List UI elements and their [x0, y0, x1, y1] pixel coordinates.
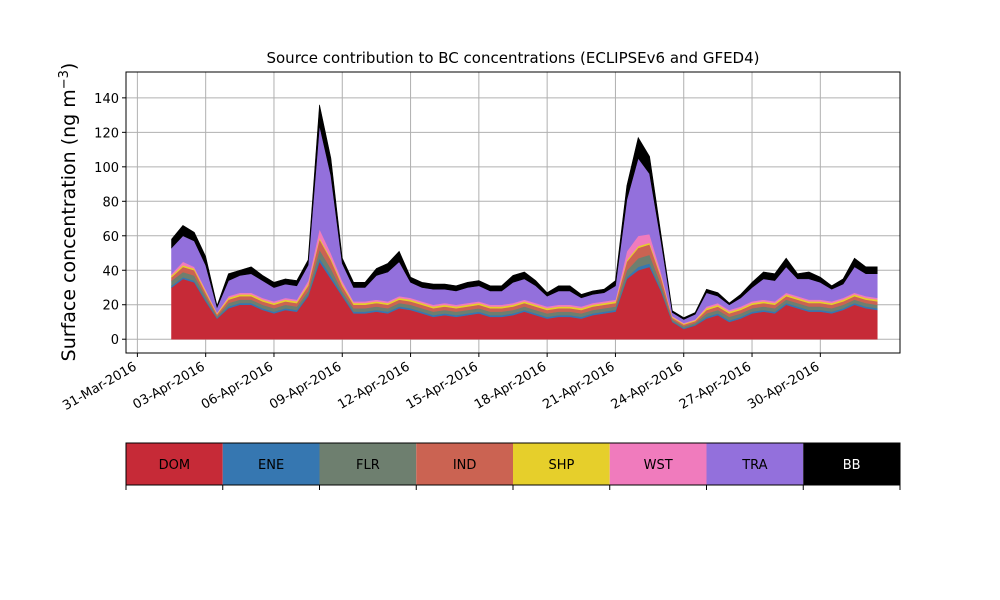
x-tick-label: 03-Apr-2016: [131, 359, 208, 412]
legend-swatch-ene: [222, 443, 320, 485]
chart-title: Source contribution to BC concentrations…: [266, 49, 759, 67]
y-tick-label: 40: [102, 264, 119, 279]
legend-label-wst: WST: [644, 458, 673, 473]
x-tick-label: 15-Apr-2016: [404, 359, 481, 412]
x-tick-label: 31-Mar-2016: [60, 359, 139, 413]
series-area-bb: [171, 104, 878, 320]
legend-swatch-shp: [513, 443, 610, 485]
y-tick-label: 60: [102, 230, 119, 245]
legend-label-ind: IND: [453, 458, 477, 473]
y-axis-label-text: Surface concentration (ng m: [58, 89, 80, 361]
x-tick-label: 27-Apr-2016: [677, 359, 754, 412]
legend-swatch-tra: [706, 443, 804, 485]
legend-label-dom: DOM: [159, 458, 190, 473]
legend-swatch-bb: [803, 443, 900, 485]
x-tick-label: 06-Apr-2016: [199, 359, 276, 412]
y-tick-label: 80: [102, 195, 119, 210]
x-tick-label: 24-Apr-2016: [609, 359, 686, 412]
legend-swatch-flr: [319, 443, 417, 485]
legend-label-ene: ENE: [258, 458, 284, 473]
legend-label-flr: FLR: [356, 458, 380, 473]
legend-label-shp: SHP: [548, 458, 574, 473]
y-tick-label: 120: [94, 126, 119, 141]
x-tick-label: 18-Apr-2016: [472, 359, 549, 412]
y-axis-label-exponent: −3: [57, 70, 72, 89]
y-axis-ticks: 0 20 40 60 80 100 120 140: [94, 92, 126, 348]
plot-frame: [125, 71, 901, 354]
stacked-areas: [171, 104, 878, 340]
x-tick-label: 21-Apr-2016: [540, 359, 617, 412]
x-tick-label: 30-Apr-2016: [745, 359, 822, 412]
x-axis-ticks: 31-Mar-201603-Apr-201606-Apr-201609-Apr-…: [60, 353, 822, 414]
legend-label-tra: TRA: [741, 458, 767, 473]
y-axis-label-close: ): [58, 63, 80, 70]
legend-swatch-wst: [609, 443, 707, 485]
x-tick-label: 09-Apr-2016: [267, 359, 344, 412]
y-tick-label: 20: [102, 299, 119, 314]
y-tick-label: 100: [94, 161, 119, 176]
legend: DOM ENE FLR IND SHP WST TRA BB: [125, 442, 901, 490]
y-tick-label: 0: [111, 333, 119, 348]
legend-swatch-dom: [126, 443, 223, 485]
legend-label-bb: BB: [843, 458, 861, 473]
x-tick-label: 12-Apr-2016: [335, 359, 412, 412]
series-area-tra: [171, 125, 878, 324]
y-axis-label: Surface concentration (ng m−3): [57, 63, 80, 362]
y-tick-label: 140: [94, 92, 119, 107]
legend-swatch-ind: [416, 443, 513, 485]
